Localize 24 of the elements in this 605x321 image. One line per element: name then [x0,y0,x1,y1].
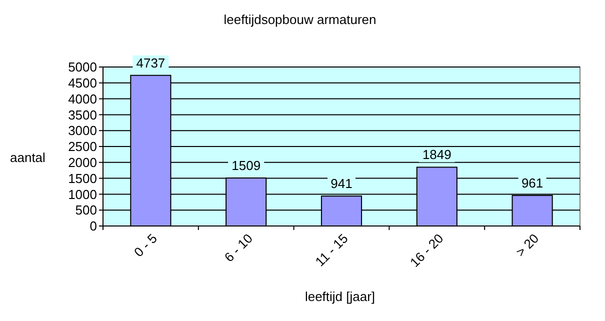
y-tick-label: 500 [75,202,97,218]
data-label: 961 [521,175,544,190]
data-label: 4737 [136,55,166,70]
data-label: 941 [330,176,352,192]
chart-title: leeftijdsopbouw armaturen [224,12,376,27]
x-axis-title: leeftijd [jaar] [304,289,376,304]
data-label: 1849 [422,147,452,162]
y-tick-label: 3000 [68,123,97,138]
x-tick-label: 11 - 15 [312,230,351,270]
y-tick-label: 5000 [68,60,97,75]
y-tick-label: 3500 [68,107,97,122]
y-tick-label: 2000 [68,154,97,170]
y-axis-title: aantal [10,150,46,165]
x-tick-label: 0 - 5 [131,230,160,260]
x-tick-label: 16 - 20 [407,230,446,270]
y-tick-label: 0 [90,218,97,234]
y-tick-label: 4000 [68,91,97,106]
y-tick-label: 4500 [68,75,97,90]
data-label: 1509 [232,158,261,174]
y-tick-label: 1000 [68,186,97,202]
y-tick-label: 2500 [68,139,97,154]
x-tick-label: > 20 [512,230,542,260]
x-tick-label: 6 - 10 [221,230,256,265]
y-tick-label: 1500 [68,170,97,186]
